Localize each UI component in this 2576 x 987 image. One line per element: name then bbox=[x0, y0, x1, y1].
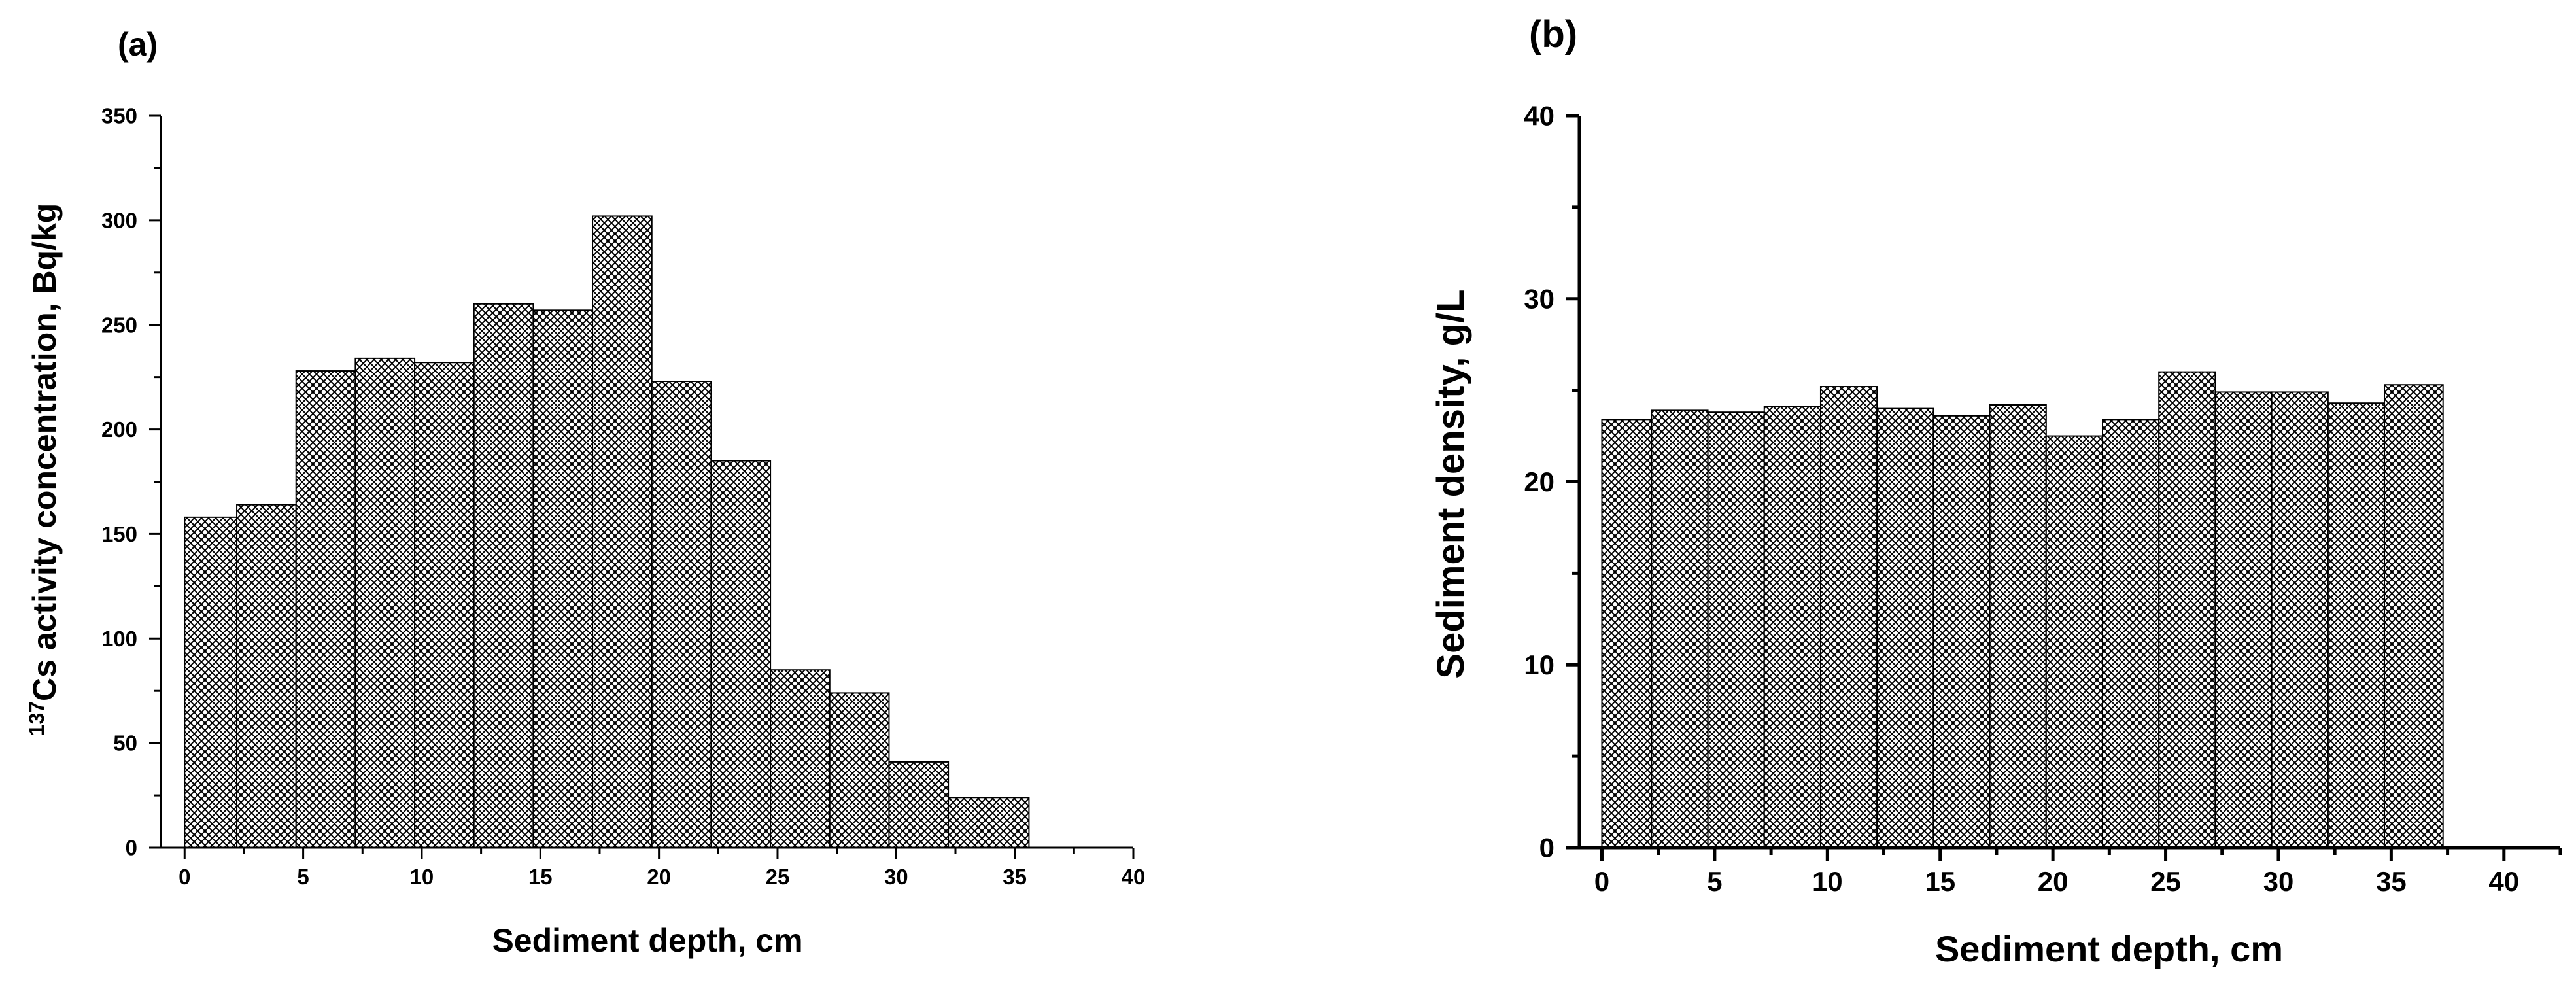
panel-a-x-tick-label: 30 bbox=[884, 865, 908, 889]
panel-a-bar bbox=[592, 215, 653, 849]
panel-a-y-axis-superscript: 137 bbox=[25, 701, 48, 736]
panel-b-x-tick-label: 10 bbox=[1812, 866, 1843, 897]
panel-a-x-tick-label: 35 bbox=[1003, 865, 1027, 889]
panel-a-y-tick-label: 250 bbox=[101, 313, 137, 337]
panel-a-bar bbox=[651, 381, 712, 848]
panel-b-y-axis-title: Sediment density, g/L bbox=[1430, 289, 1472, 678]
panel-b-bar bbox=[2384, 384, 2444, 848]
panel-b-bar bbox=[1989, 404, 2047, 848]
panel-a-bar bbox=[295, 370, 356, 848]
panel-a-bar bbox=[948, 797, 1030, 848]
panel-a-axes: 0 5 10 15 20 25 30 35 40 0 50 100 150 200 250 300 350 bbox=[101, 104, 1145, 889]
panel-b-bar bbox=[1763, 406, 1821, 848]
panel-a-bar bbox=[473, 303, 534, 848]
panel-b-y-tick-label: 30 bbox=[1524, 283, 1554, 314]
panel-b-bar bbox=[2327, 402, 2386, 848]
panel-a-bar bbox=[532, 309, 594, 848]
panel-b-y-tick-label: 20 bbox=[1524, 466, 1554, 497]
panel-b-x-tick-label: 0 bbox=[1594, 866, 1609, 897]
panel-b-bar bbox=[1707, 411, 1765, 848]
panel-b-bar bbox=[1819, 386, 1878, 848]
panel-b-label: (b) bbox=[1529, 13, 1577, 56]
panel-a-x-tick-label: 0 bbox=[179, 865, 190, 889]
panel-a-label: (a) bbox=[118, 26, 158, 63]
panel-b-y-tick-label: 0 bbox=[1539, 833, 1554, 863]
panel-b-chart: (b) 0 5 10 15 20 25 30 35 40 0 10 20 30 40 Sediment d… bbox=[1430, 13, 2562, 969]
panel-a-bar bbox=[354, 357, 416, 848]
panel-b-bar bbox=[2045, 435, 2104, 848]
panel-b-bar bbox=[1932, 415, 1991, 848]
panel-b-bar bbox=[2214, 391, 2273, 848]
panel-b-bars bbox=[1601, 371, 2444, 848]
panel-a-bar bbox=[414, 362, 475, 848]
panel-a-bar bbox=[236, 504, 297, 848]
panel-a-bar bbox=[184, 516, 238, 848]
panel-b-x-axis-title: Sediment depth, cm bbox=[1935, 928, 2283, 969]
panel-a-chart: (a) 0 5 10 15 20 25 30 35 40 0 50 100 150 200 250 300 35… bbox=[25, 26, 1145, 959]
panel-a-x-tick-label: 25 bbox=[766, 865, 790, 889]
panel-a-x-tick-label: 20 bbox=[647, 865, 671, 889]
panel-a-bar bbox=[829, 692, 890, 848]
panel-a-y-tick-label: 200 bbox=[101, 417, 137, 442]
panel-a-x-axis-title: Sediment depth, cm bbox=[492, 922, 802, 959]
panel-b-bar bbox=[1601, 419, 1653, 848]
panel-b-y-tick-label: 40 bbox=[1524, 101, 1554, 131]
panel-a-bar bbox=[770, 669, 831, 848]
panel-b-x-tick-label: 5 bbox=[1707, 866, 1722, 897]
panel-b-bar bbox=[1876, 407, 1934, 848]
panel-a-x-tick-label: 15 bbox=[528, 865, 553, 889]
panel-b-bar bbox=[2158, 371, 2216, 848]
panel-a-bar bbox=[888, 761, 950, 848]
panel-a-x-tick-label: 10 bbox=[410, 865, 434, 889]
panel-a-y-tick-label: 100 bbox=[101, 627, 137, 651]
panel-a-y-tick-label: 350 bbox=[101, 104, 137, 128]
panel-a-y-tick-label: 50 bbox=[113, 731, 137, 755]
panel-a-y-tick-label: 300 bbox=[101, 208, 137, 232]
panel-b-x-tick-label: 20 bbox=[2038, 866, 2069, 897]
panel-b-bar bbox=[2271, 391, 2329, 848]
panel-a-x-tick-label: 40 bbox=[1122, 865, 1146, 889]
panel-b-bar bbox=[2102, 419, 2160, 848]
panel-a-bars bbox=[184, 215, 1030, 849]
panel-a-bar bbox=[710, 460, 772, 848]
panel-b-y-tick-label: 10 bbox=[1524, 649, 1554, 680]
panel-a-y-axis-title: 137Cs activity concentration, Bq/kg bbox=[25, 203, 63, 736]
panel-b-axes: 0 5 10 15 20 25 30 35 40 0 10 20 30 40 bbox=[1524, 101, 2562, 897]
panel-a-x-tick-label: 5 bbox=[297, 865, 309, 889]
panel-b-x-tick-label: 40 bbox=[2488, 866, 2519, 897]
panel-a-y-tick-label: 0 bbox=[126, 836, 137, 860]
panel-b-x-tick-label: 15 bbox=[1925, 866, 1955, 897]
panel-b-x-tick-label: 30 bbox=[2263, 866, 2294, 897]
panel-a-y-axis-title-text: Cs activity concentration, Bq/kg bbox=[26, 203, 63, 701]
panel-b-bar bbox=[1651, 409, 1709, 848]
panel-a-y-tick-label: 150 bbox=[101, 522, 137, 546]
panel-b-x-tick-label: 35 bbox=[2376, 866, 2407, 897]
panel-b-x-tick-label: 25 bbox=[2150, 866, 2181, 897]
